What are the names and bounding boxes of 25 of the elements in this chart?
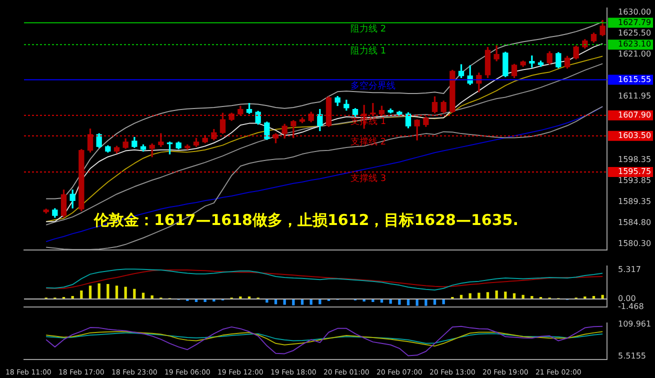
y-tick-label: 1598.35 (618, 154, 652, 164)
y-tick-label: 1589.35 (618, 196, 652, 206)
y-tick-label: 1595.75 (618, 167, 652, 176)
y-tick-label: 5.317 (618, 265, 641, 274)
y-tick-label: 1630.00 (618, 8, 652, 17)
y-tick-label: -1.468 (618, 302, 644, 312)
y-tick-label: 1627.79 (618, 18, 652, 27)
bar (124, 286, 127, 300)
y-tick-label: 5.5155 (618, 351, 646, 360)
y-tick-label: 1584.80 (618, 218, 652, 228)
y-tick-label: 1580.30 (618, 239, 652, 248)
y-tick-label: 1615.55 (618, 74, 652, 84)
y-tick-label: 1611.95 (618, 92, 652, 101)
y-tick-label: 1603.50 (618, 130, 652, 140)
y-tick-label: 1607.90 (618, 110, 652, 120)
y-tick-label: 1625.50 (618, 28, 652, 38)
y-tick-label: 109.961 (618, 319, 652, 328)
ref-line-label: 阻力线 2 (350, 24, 386, 35)
y-tick-label: 0.00 (618, 294, 636, 304)
ref-line-label: 阻力线 1 (350, 45, 386, 56)
y-tick-label: 1593.85 (618, 176, 652, 185)
ref-line-label: 多空分界线 (350, 80, 396, 92)
y-tick-label: 1621.00 (618, 49, 652, 58)
y-tick-label: 1623.10 (618, 40, 652, 49)
ref-line-label: 支撑线 3 (350, 172, 386, 184)
